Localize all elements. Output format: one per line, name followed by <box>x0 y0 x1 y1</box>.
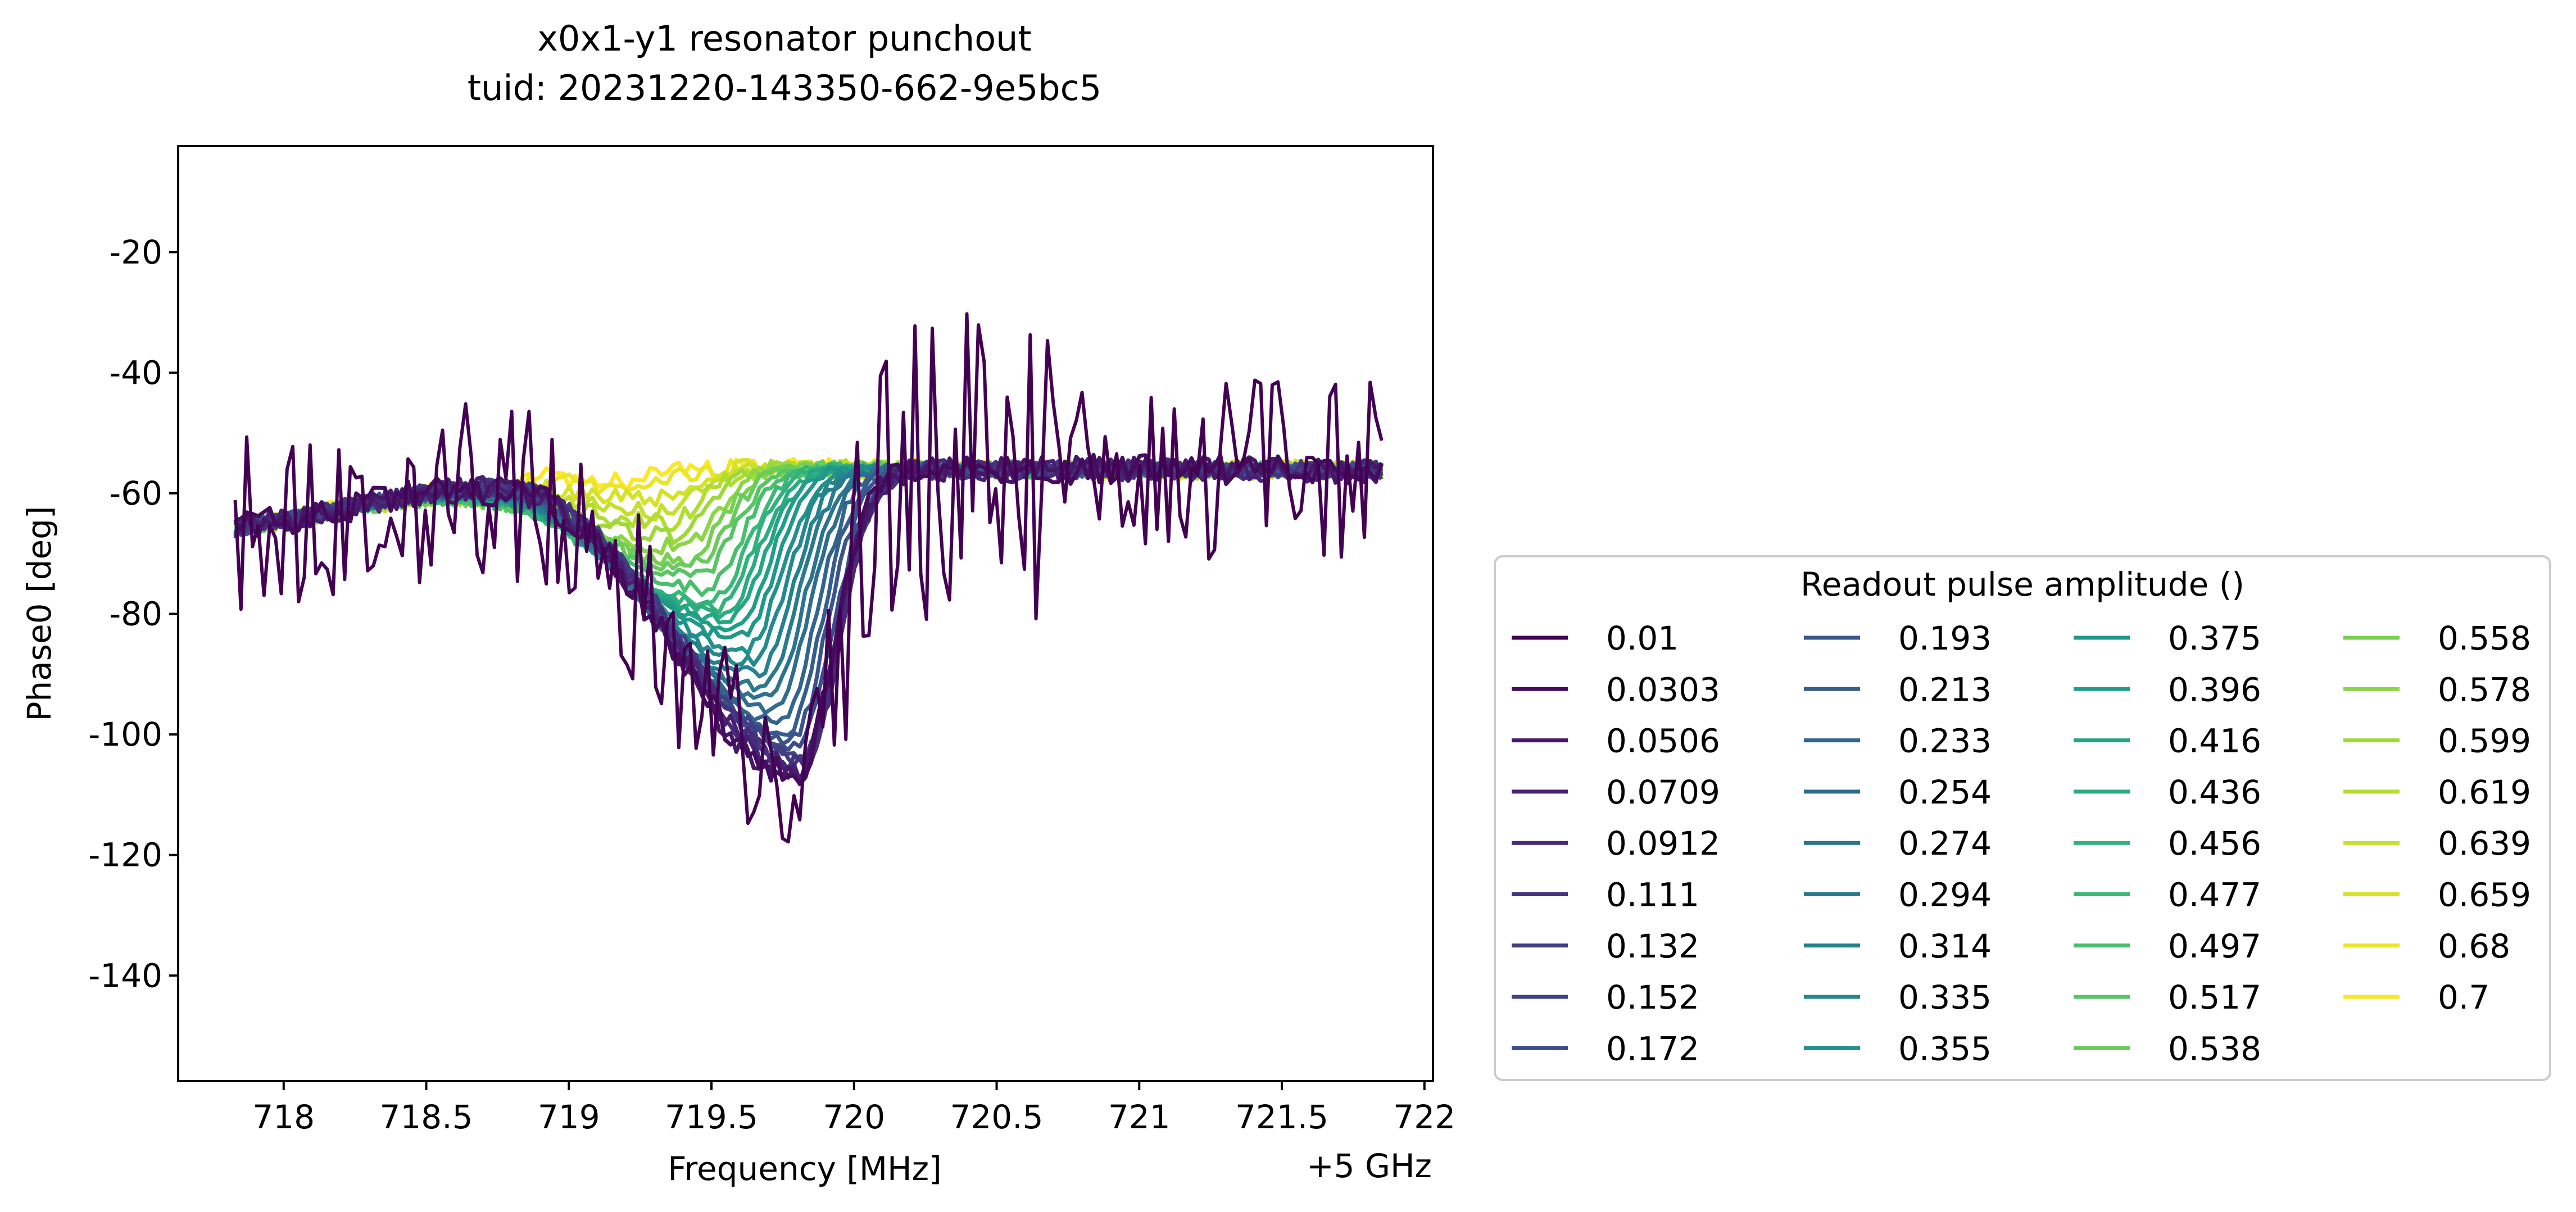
legend-label: 0.7 <box>2438 978 2489 1016</box>
legend-label: 0.68 <box>2438 927 2510 965</box>
series-layer <box>233 312 1384 844</box>
plot-frame <box>177 145 1434 1082</box>
legend-label: 0.538 <box>2168 1029 2261 1068</box>
y-tick-label: -140 <box>88 956 162 995</box>
legend-label: 0.294 <box>1898 876 1992 914</box>
legend-label: 0.416 <box>2168 722 2261 760</box>
x-axis-offset-label: +5 GHz <box>1307 1147 1432 1185</box>
legend-label: 0.0709 <box>1606 773 1720 811</box>
legend-label: 0.01 <box>1606 619 1679 657</box>
y-tick-label: -60 <box>109 474 162 512</box>
y-tick-label: -20 <box>109 233 162 271</box>
x-tick-label: 719 <box>538 1098 600 1136</box>
legend-box <box>1494 555 2551 1081</box>
legend-label: 0.619 <box>2438 773 2531 811</box>
legend-entries: 0.01 0.0303 0.0506 0.0709 0.0912 0.111 0.132 0.… <box>1512 619 2531 1068</box>
legend-label: 0.497 <box>2168 927 2261 965</box>
legend-label: 0.132 <box>1606 927 1699 965</box>
y-tick-label: -80 <box>109 595 162 633</box>
legend-label: 0.335 <box>1898 978 1992 1016</box>
series-line <box>233 312 1384 844</box>
y-tick-label: -40 <box>109 353 162 392</box>
legend-label: 0.355 <box>1898 1029 1992 1068</box>
legend-label: 0.111 <box>1606 876 1699 914</box>
x-axis-label: Frequency [MHz] <box>668 1150 941 1188</box>
legend-label: 0.578 <box>2438 670 2531 709</box>
legend-label: 0.0506 <box>1606 722 1720 760</box>
x-tick-label: 718.5 <box>380 1098 473 1136</box>
legend-label: 0.599 <box>2438 722 2531 760</box>
x-tick-label: 718 <box>252 1098 315 1136</box>
legend-label: 0.558 <box>2438 619 2531 657</box>
legend-label: 0.456 <box>2168 824 2261 863</box>
legend-label: 0.375 <box>2168 619 2261 657</box>
x-tick-label: 720 <box>823 1098 885 1136</box>
chart-subtitle: tuid: 20231220-143350-662-9e5bc5 <box>468 67 1101 108</box>
legend-label: 0.436 <box>2168 773 2261 811</box>
legend-label: 0.213 <box>1898 670 1992 709</box>
legend-label: 0.0303 <box>1606 670 1720 709</box>
legend-label: 0.659 <box>2438 876 2531 914</box>
legend: Readout pulse amplitude () 0.010.03030.0… <box>1494 555 2551 1081</box>
legend-label: 0.0912 <box>1606 824 1720 863</box>
y-axis-ticks: -20 -40 -60 -80 -100 -120 -140 <box>88 233 178 995</box>
legend-label: 0.396 <box>2168 670 2261 709</box>
x-tick-label: 721 <box>1108 1098 1171 1136</box>
legend-label: 0.152 <box>1606 978 1699 1016</box>
series-line <box>233 453 1384 786</box>
y-axis-label: Phase0 [deg] <box>20 506 58 721</box>
legend-label: 0.172 <box>1606 1029 1699 1068</box>
chart-title: x0x1-y1 resonator punchout <box>537 18 1032 59</box>
legend-label: 0.314 <box>1898 927 1992 965</box>
legend-label: 0.274 <box>1898 824 1992 863</box>
legend-label: 0.477 <box>2168 876 2261 914</box>
x-tick-label: 719.5 <box>665 1098 758 1136</box>
legend-title: Readout pulse amplitude () <box>1801 565 2244 603</box>
x-tick-label: 721.5 <box>1235 1098 1328 1136</box>
y-tick-label: -120 <box>88 836 162 874</box>
x-tick-label: 720.5 <box>950 1098 1044 1136</box>
legend-label: 0.193 <box>1898 619 1992 657</box>
y-tick-label: -100 <box>88 715 162 753</box>
x-tick-label: 722 <box>1393 1098 1455 1136</box>
legend-label: 0.639 <box>2438 824 2531 863</box>
legend-label: 0.233 <box>1898 722 1992 760</box>
x-axis-ticks: 718 718.5 719 719.5 720 720.5 721 721.5 722 <box>252 1081 1455 1136</box>
legend-label: 0.254 <box>1898 773 1992 811</box>
legend-label: 0.517 <box>2168 978 2261 1016</box>
